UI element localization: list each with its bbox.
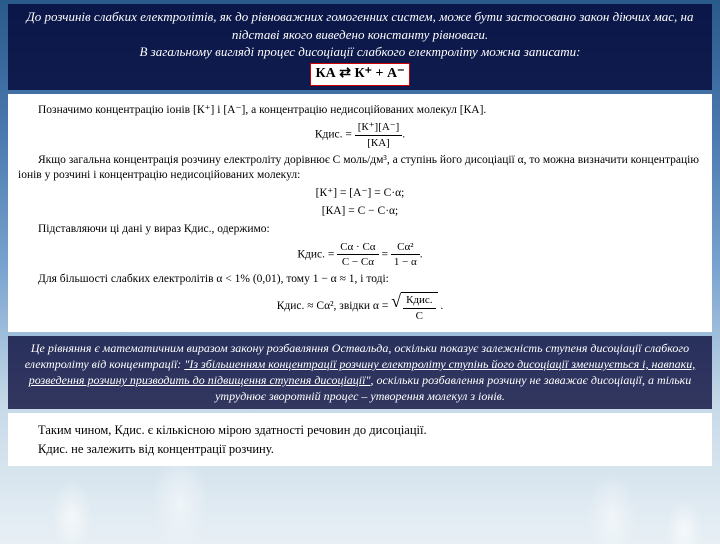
p3: Підставляючи ці дані у вираз Кдис., одер… [18,222,702,237]
intro-panel: До розчинів слабких електролітів, як до … [8,4,712,90]
main-equation: КА ⇄ К⁺ + А⁻ [310,63,409,86]
eq3: [КА] = С − С·α; [18,204,702,219]
intro-text-2: В загальному вигляді процес дисоціації с… [18,43,702,61]
eq2: [К⁺] = [А⁻] = С·α; [18,186,702,201]
eq5: Кдис. ≈ Сα², звідки α = √ Кдис. С . [18,290,702,323]
eq4: Кдис. = Сα · Сα С − Сα = Сα² 1 − α . [18,240,702,270]
fraction-1: [К⁺][А⁻] [КА] [355,120,403,150]
fraction-4a: Сα · Сα С − Сα [337,240,378,270]
conclusion-1: Таким чином, Кдис. є кількісною мірою зд… [18,422,702,438]
derivation-panel: Позначимо концентрацію іонів [К⁺] і [А⁻]… [8,94,712,332]
p4: Для більшості слабких електролітів α < 1… [18,272,702,287]
conclusion-2: Кдис. не залежить від концентрації розчи… [18,441,702,457]
fraction-4b: Сα² 1 − α [391,240,420,270]
eq-kdis: Кдис. = [К⁺][А⁻] [КА] . [18,120,702,150]
p2: Якщо загальна концентрація розчину елект… [18,153,702,183]
p1: Позначимо концентрацію іонів [К⁺] і [А⁻]… [18,103,702,118]
intro-text-1: До розчинів слабких електролітів, як до … [18,8,702,43]
sqrt-expression: √ Кдис. С [391,290,437,323]
conclusion-panel: Таким чином, Кдис. є кількісною мірою зд… [8,413,712,467]
ostwald-panel: Це рівняння є математичним виразом закон… [8,336,712,409]
